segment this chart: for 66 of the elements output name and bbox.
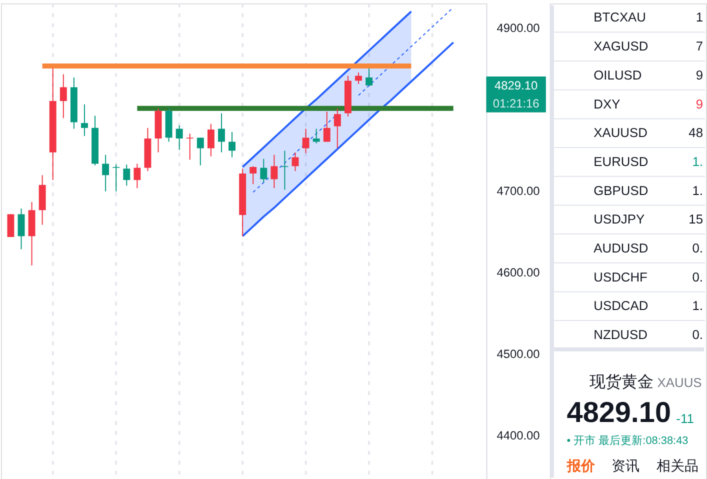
text: 报价	[566, 458, 596, 474]
text: 0.	[692, 326, 704, 342]
candlestick	[355, 72, 362, 84]
category-label: XAUUSD	[594, 125, 648, 140]
y-tick-label: 4400.00	[496, 428, 540, 442]
candlestick	[218, 112, 225, 153]
candlestick	[366, 68, 373, 86]
candlestick	[207, 123, 214, 157]
candlestick	[102, 154, 110, 192]
candlestick	[228, 131, 236, 158]
text: 资讯	[612, 458, 640, 474]
y-tick-label: 4500.00	[496, 346, 540, 361]
category-label: AUDUSD	[594, 240, 648, 256]
text: 0.	[692, 240, 704, 256]
candlestick	[176, 124, 183, 150]
candlestick	[250, 166, 257, 185]
y-tick-label: 4900.00	[496, 21, 540, 36]
candlestick	[292, 152, 299, 172]
candlestick	[196, 137, 204, 166]
text: -11	[676, 410, 694, 426]
text: 9	[696, 67, 704, 82]
candlestick	[81, 104, 88, 137]
candlestick	[7, 214, 14, 238]
text: 15	[688, 212, 704, 227]
candlestick	[323, 111, 330, 142]
text: 9	[696, 96, 704, 112]
text: 相关品	[656, 458, 698, 474]
text: 4829.10	[566, 396, 672, 429]
text: XAUUS	[657, 375, 702, 390]
text: 7	[696, 38, 704, 54]
candlestick	[18, 208, 25, 250]
y-tick-label: 4700.00	[496, 184, 540, 198]
candlestick	[281, 150, 288, 190]
category-label: GBPUSD	[594, 182, 648, 198]
candlestick	[186, 133, 194, 160]
text: 现货黄金	[590, 373, 654, 392]
candlestick	[260, 158, 268, 183]
category-label: XAGUSD	[594, 38, 648, 54]
text: • 开市 最后更新:08:38:43	[566, 434, 688, 447]
category-label: USDCAD	[594, 298, 648, 314]
text: 1.	[692, 182, 704, 198]
category-label: NZDUSD	[594, 326, 648, 342]
y-tick-label: 4600.00	[496, 266, 540, 280]
text: 48	[688, 125, 704, 140]
text: 01:21:16	[492, 96, 540, 110]
candlestick	[302, 128, 310, 154]
line-series	[242, 10, 412, 168]
text: 0.	[692, 269, 704, 284]
category-label: USDCHF	[594, 269, 648, 284]
candlestick	[123, 164, 130, 186]
candlestick	[270, 154, 278, 189]
category-label: EURUSD	[594, 154, 648, 169]
candlestick	[112, 164, 120, 192]
text: 1.	[692, 298, 704, 314]
category-label: OILUSD	[594, 67, 642, 82]
candlestick	[312, 128, 320, 144]
candlestick	[60, 74, 67, 119]
text: 1.	[692, 154, 704, 169]
candlestick	[334, 108, 341, 149]
line-series	[242, 41, 454, 238]
text: 4829.10	[494, 78, 538, 92]
category-label: BTCXAU	[594, 10, 646, 25]
category-label: DXY	[594, 96, 621, 112]
category-label: USDJPY	[594, 212, 645, 227]
text: 1	[696, 10, 704, 25]
candlestick	[134, 163, 141, 189]
